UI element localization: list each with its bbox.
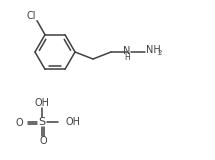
Text: NH: NH <box>146 45 161 55</box>
Text: N: N <box>123 46 131 56</box>
Text: O: O <box>39 136 47 146</box>
Text: 2: 2 <box>158 50 162 56</box>
Text: OH: OH <box>34 98 49 108</box>
Text: O: O <box>15 118 23 128</box>
Text: OH: OH <box>65 117 80 127</box>
Text: S: S <box>38 117 46 127</box>
Text: Cl: Cl <box>26 11 36 21</box>
Text: H: H <box>124 52 130 61</box>
